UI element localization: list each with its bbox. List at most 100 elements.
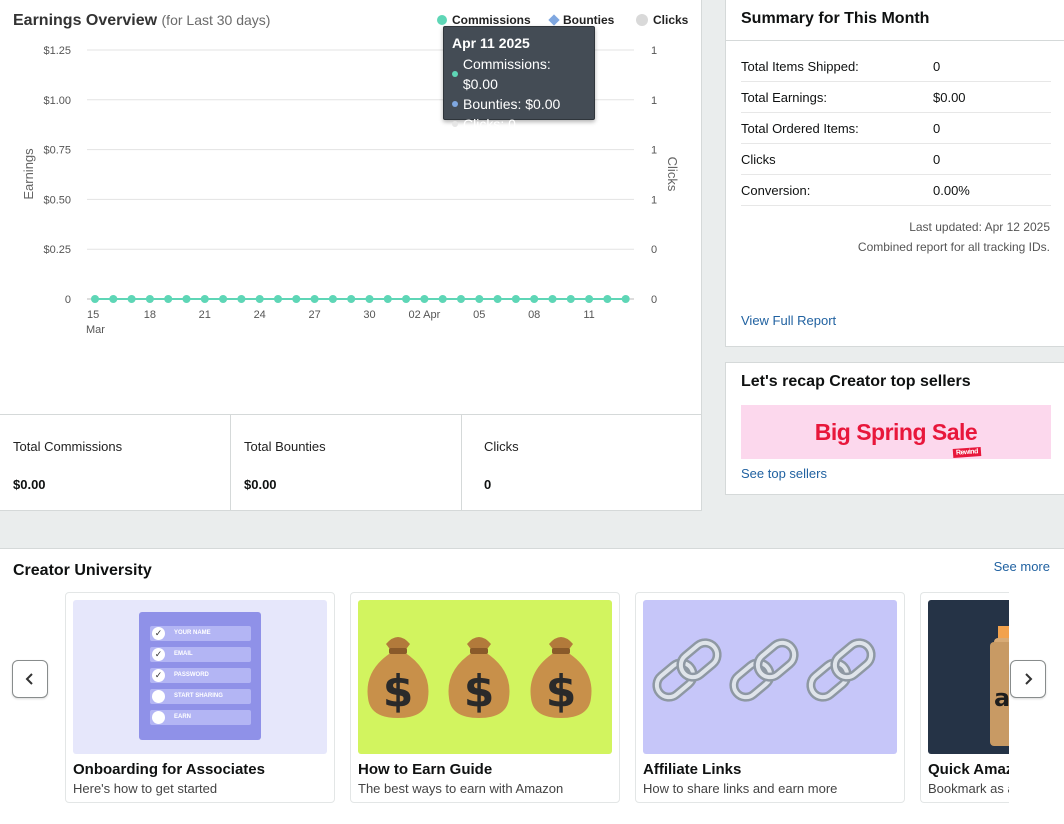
form-field: ✓ YOUR NAME: [150, 626, 251, 641]
big-spring-sale-banner[interactable]: Big Spring Sale Rewind: [741, 405, 1051, 459]
y-axis-title: Earnings: [21, 148, 36, 200]
check-icon: ✓: [152, 648, 165, 661]
y2-tick-label: 0: [651, 244, 657, 256]
summary-row-earnings: Total Earnings: $0.00: [741, 82, 1051, 113]
earnings-title: Earnings Overview (for Last 30 days): [13, 12, 271, 29]
carousel-next-button[interactable]: [1010, 660, 1046, 698]
tile-title: Onboarding for Associates: [73, 761, 265, 778]
commissions-point: [402, 295, 411, 303]
y-tick-label: $0.25: [43, 244, 71, 256]
x-tick-label: 05: [473, 309, 485, 321]
clicks-dot-icon: [452, 121, 458, 127]
y-tick-label: $1.00: [43, 95, 71, 107]
banner-badge: Rewind: [953, 446, 982, 458]
x-tick-label: 08: [528, 309, 540, 321]
summary-card: Summary for This Month Total Items Shipp…: [725, 0, 1064, 347]
summary-last-updated: Last updated: Apr 12 2025: [909, 220, 1050, 234]
summary-row-clicks: Clicks 0: [741, 144, 1051, 175]
x-tick-sublabel: Mar: [86, 324, 105, 336]
y2-tick-label: 0: [651, 294, 657, 306]
legend-clicks[interactable]: Clicks: [636, 13, 688, 27]
carousel-prev-button[interactable]: [12, 660, 48, 698]
signup-form-icon: ✓ YOUR NAME ✓ EMAIL ✓ PASSWORD START SHARIN…: [73, 600, 327, 754]
creator-university-section: Creator University See more ✓ YOUR NAME ✓…: [0, 548, 1064, 824]
commissions-point: [109, 295, 118, 303]
tile-description: Bookmark as a: [928, 781, 1009, 796]
chevron-right-icon: [1025, 673, 1033, 685]
y-tick-label: $0.75: [43, 145, 71, 157]
tile-title: How to Earn Guide: [358, 761, 493, 778]
see-more-link[interactable]: See more: [993, 559, 1050, 574]
commissions-dot-icon: [452, 71, 458, 77]
tooltip-row-commissions: Commissions: $0.00: [452, 54, 586, 94]
commissions-point: [420, 295, 429, 303]
commissions-point: [365, 295, 374, 303]
commissions-point: [200, 295, 209, 303]
clicks-legend-icon: [636, 14, 648, 26]
tile-affiliate-links[interactable]: Affiliate Links How to share links and e…: [635, 592, 905, 803]
bounties-dot-icon: [452, 101, 458, 107]
commissions-point: [438, 295, 447, 303]
earnings-overview-card: Earnings Overview (for Last 30 days) Com…: [0, 0, 702, 511]
y2-tick-label: 1: [651, 145, 657, 157]
see-top-sellers-link[interactable]: See top sellers: [741, 466, 827, 481]
x-tick-label: 18: [144, 309, 156, 321]
commissions-point: [603, 295, 612, 303]
commissions-point: [566, 295, 575, 303]
commissions-point: [237, 295, 246, 303]
commissions-point: [383, 295, 392, 303]
tile-description: The best ways to earn with Amazon: [358, 781, 564, 796]
tile-description: How to share links and earn more: [643, 781, 838, 796]
summary-title: Summary for This Month: [741, 10, 930, 27]
tile-quick-amazon[interactable]: a Quick Amaz Bookmark as a: [920, 592, 1009, 803]
commissions-point: [164, 295, 173, 303]
x-tick-label: 24: [254, 309, 266, 321]
university-title: Creator University: [13, 562, 152, 579]
y-tick-label: $0.50: [43, 194, 71, 206]
form-field: EARN: [150, 710, 251, 725]
chart-tooltip: Apr 11 2025 Commissions: $0.00 Bounties:…: [443, 26, 595, 132]
tile-onboarding[interactable]: ✓ YOUR NAME ✓ EMAIL ✓ PASSWORD START SHARIN…: [65, 592, 335, 803]
commissions-legend-icon: [437, 15, 447, 25]
commissions-point: [621, 295, 630, 303]
money-bag-icon: $: [358, 600, 612, 754]
tile-title: Quick Amaz: [928, 761, 1009, 778]
tooltip-row-bounties: Bounties: $0.00: [452, 94, 586, 114]
earnings-subtitle: (for Last 30 days): [161, 12, 271, 28]
commissions-point: [127, 295, 136, 303]
commissions-point: [255, 295, 264, 303]
y2-tick-label: 1: [651, 45, 657, 57]
legend-bounties[interactable]: Bounties: [548, 13, 614, 27]
chain-link-icon: [643, 600, 897, 754]
total-commissions: Total Commissions $0.00: [0, 415, 231, 510]
radio-icon: [152, 690, 165, 703]
summary-divider: [726, 40, 1064, 41]
tooltip-date: Apr 11 2025: [452, 35, 530, 51]
x-tick-label: 02 Apr: [408, 309, 440, 321]
summary-combined-note: Combined report for all tracking IDs.: [857, 240, 1050, 254]
tile-how-to-earn[interactable]: $ How to Earn Guide The best ways to ear…: [350, 592, 620, 803]
commissions-point: [145, 295, 154, 303]
commissions-point: [493, 295, 502, 303]
form-field: ✓ PASSWORD: [150, 668, 251, 683]
commissions-point: [292, 295, 301, 303]
tooltip-row-clicks: Clicks: 0: [452, 114, 586, 134]
commissions-point: [530, 295, 539, 303]
bookmark-icon: a: [928, 600, 1009, 754]
commissions-point: [548, 295, 557, 303]
recap-title: Let's recap Creator top sellers: [741, 373, 971, 390]
form-panel: ✓ YOUR NAME ✓ EMAIL ✓ PASSWORD START SHARIN…: [139, 612, 261, 740]
total-clicks: Clicks 0: [484, 439, 519, 492]
chevron-left-icon: [25, 673, 33, 685]
legend-commissions[interactable]: Commissions: [437, 13, 531, 27]
commissions-point: [475, 295, 484, 303]
earnings-totals: Total Commissions $0.00 Total Bounties $…: [0, 414, 701, 510]
commissions-point: [182, 295, 191, 303]
view-full-report-link[interactable]: View Full Report: [741, 313, 837, 328]
tile-title: Affiliate Links: [643, 761, 742, 778]
x-tick-label: 27: [308, 309, 320, 321]
commissions-point: [91, 295, 99, 303]
top-sellers-recap-card: Let's recap Creator top sellers Big Spri…: [725, 362, 1064, 495]
svg-text:a: a: [994, 684, 1009, 712]
summary-row-conversion: Conversion: 0.00%: [741, 175, 1051, 206]
